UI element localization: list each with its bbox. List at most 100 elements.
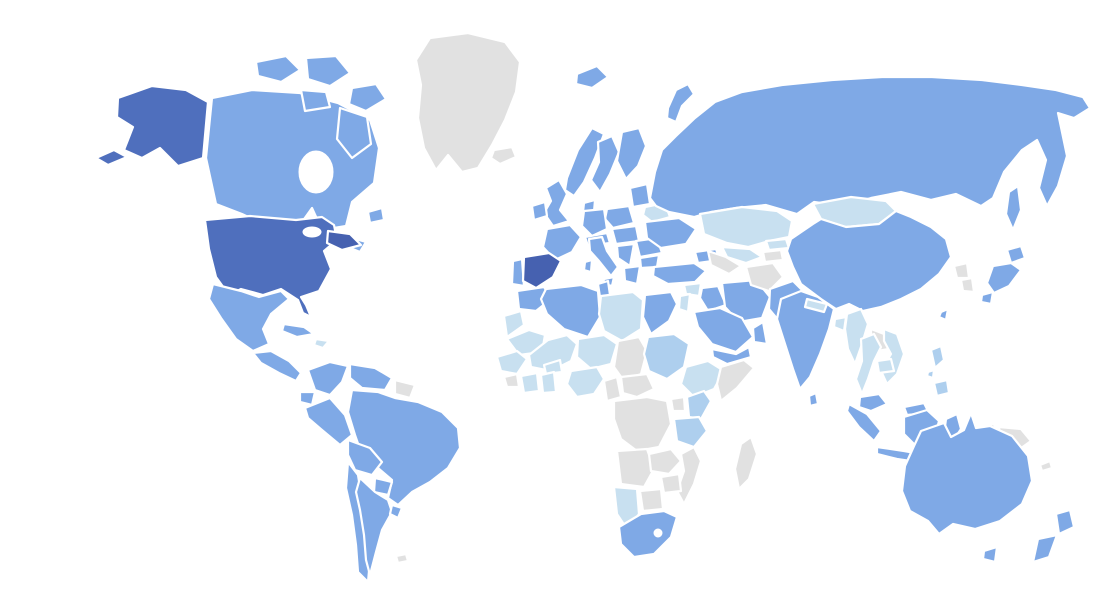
region-canada[interactable]: [204, 88, 381, 232]
region-south-africa[interactable]: [617, 509, 679, 559]
region-ireland[interactable]: [530, 200, 549, 222]
region-ukraine[interactable]: [643, 216, 698, 250]
region-hispaniola[interactable]: [312, 337, 331, 350]
region-philippines-mindanao[interactable]: [932, 378, 951, 398]
region-central-america[interactable]: [251, 349, 303, 383]
region-ghana[interactable]: [539, 370, 558, 395]
region-peru[interactable]: [303, 396, 354, 447]
region-colombia[interactable]: [306, 360, 350, 397]
region-syria[interactable]: [682, 281, 703, 298]
region-zimbabwe[interactable]: [659, 472, 683, 495]
region-cambodia[interactable]: [875, 357, 896, 375]
region-new-zealand-north[interactable]: [1054, 508, 1076, 536]
region-senegal-guinea[interactable]: [495, 349, 529, 376]
region-uzbekistan[interactable]: [720, 245, 764, 265]
region-japan-hokkaido[interactable]: [1005, 244, 1027, 265]
region-kyrgyzstan[interactable]: [764, 237, 791, 252]
region-taiwan[interactable]: [937, 307, 950, 322]
region-guyanas[interactable]: [393, 378, 417, 400]
region-poland[interactable]: [603, 204, 636, 230]
region-france[interactable]: [541, 223, 583, 262]
region-newfoundland[interactable]: [366, 206, 386, 225]
region-sudan[interactable]: [642, 332, 691, 381]
region-mali[interactable]: [527, 333, 579, 373]
region-canada-arctic-2[interactable]: [304, 54, 352, 88]
region-ecuador[interactable]: [298, 390, 317, 407]
region-canada-arctic-1[interactable]: [254, 54, 302, 84]
region-alaska-peninsula[interactable]: [94, 148, 129, 167]
region-paraguay[interactable]: [372, 476, 394, 497]
region-bangladesh[interactable]: [832, 315, 848, 333]
region-malaysia[interactable]: [857, 392, 889, 413]
region-sweden[interactable]: [589, 134, 621, 194]
region-ethiopia[interactable]: [679, 359, 726, 399]
region-germany[interactable]: [580, 207, 609, 238]
region-finland[interactable]: [615, 126, 648, 181]
region-alaska[interactable]: [115, 84, 210, 168]
region-china[interactable]: [785, 209, 953, 313]
region-venezuela[interactable]: [348, 362, 394, 392]
region-oman[interactable]: [751, 320, 769, 346]
region-turkey[interactable]: [651, 261, 708, 286]
region-united-kingdom[interactable]: [542, 178, 571, 228]
region-mozambique[interactable]: [675, 445, 703, 506]
region-turkmenistan[interactable]: [706, 249, 743, 276]
region-burkina-faso[interactable]: [542, 358, 564, 376]
region-uganda[interactable]: [669, 395, 687, 413]
region-myanmar[interactable]: [843, 307, 870, 366]
region-mexico[interactable]: [207, 282, 291, 353]
region-falkland-islands[interactable]: [394, 552, 410, 565]
region-philippines-visayas[interactable]: [925, 368, 936, 380]
region-baltics[interactable]: [628, 182, 652, 209]
region-sumatra[interactable]: [845, 402, 883, 443]
region-argentina[interactable]: [354, 476, 394, 577]
region-balkans[interactable]: [615, 242, 636, 268]
region-russia[interactable]: [648, 75, 1092, 219]
region-sierra-leone[interactable]: [502, 372, 521, 389]
region-bolivia[interactable]: [346, 438, 384, 477]
region-niger[interactable]: [575, 333, 619, 371]
region-japan-kyushu[interactable]: [979, 290, 995, 306]
region-afghanistan[interactable]: [744, 261, 785, 293]
region-libya[interactable]: [597, 290, 645, 343]
region-new-caledonia[interactable]: [1038, 459, 1054, 473]
region-somalia[interactable]: [715, 358, 756, 403]
region-tajikistan[interactable]: [761, 248, 785, 264]
region-central-african-republic[interactable]: [619, 372, 656, 399]
region-philippines-luzon[interactable]: [929, 344, 946, 370]
region-angola[interactable]: [615, 447, 656, 489]
region-iceland[interactable]: [489, 145, 518, 166]
region-india[interactable]: [775, 289, 836, 391]
region-us-northeast[interactable]: [325, 229, 363, 252]
region-sakhalin[interactable]: [1004, 184, 1023, 232]
region-sardinia[interactable]: [582, 258, 594, 274]
region-cameroon[interactable]: [602, 375, 623, 403]
region-novaya-zemlya[interactable]: [665, 82, 696, 124]
region-tasmania[interactable]: [981, 545, 999, 564]
region-italy[interactable]: [587, 235, 620, 278]
region-botswana[interactable]: [638, 487, 665, 513]
region-cote-divoire[interactable]: [519, 371, 541, 395]
region-greece[interactable]: [622, 264, 642, 286]
region-thailand[interactable]: [854, 332, 883, 396]
region-israel-jordan[interactable]: [677, 292, 692, 314]
region-nigeria[interactable]: [565, 365, 606, 399]
region-tanzania[interactable]: [672, 415, 709, 449]
region-svalbard[interactable]: [574, 64, 610, 90]
region-portugal[interactable]: [510, 257, 526, 288]
region-uruguay[interactable]: [388, 503, 404, 520]
region-dr-congo[interactable]: [612, 395, 673, 453]
region-madagascar[interactable]: [733, 435, 759, 491]
region-south-korea[interactable]: [959, 276, 976, 294]
region-zambia[interactable]: [647, 447, 683, 476]
region-saudi-arabia[interactable]: [692, 306, 755, 354]
region-norway[interactable]: [563, 126, 606, 198]
region-new-zealand-south[interactable]: [1031, 533, 1059, 564]
region-canada-arctic-3[interactable]: [347, 82, 388, 113]
region-canada-arctic-4[interactable]: [299, 88, 332, 113]
region-western-sahara[interactable]: [502, 309, 526, 339]
region-australia[interactable]: [900, 411, 1034, 536]
region-spain[interactable]: [521, 251, 563, 290]
region-sri-lanka[interactable]: [807, 391, 820, 408]
region-vietnam[interactable]: [879, 327, 906, 386]
